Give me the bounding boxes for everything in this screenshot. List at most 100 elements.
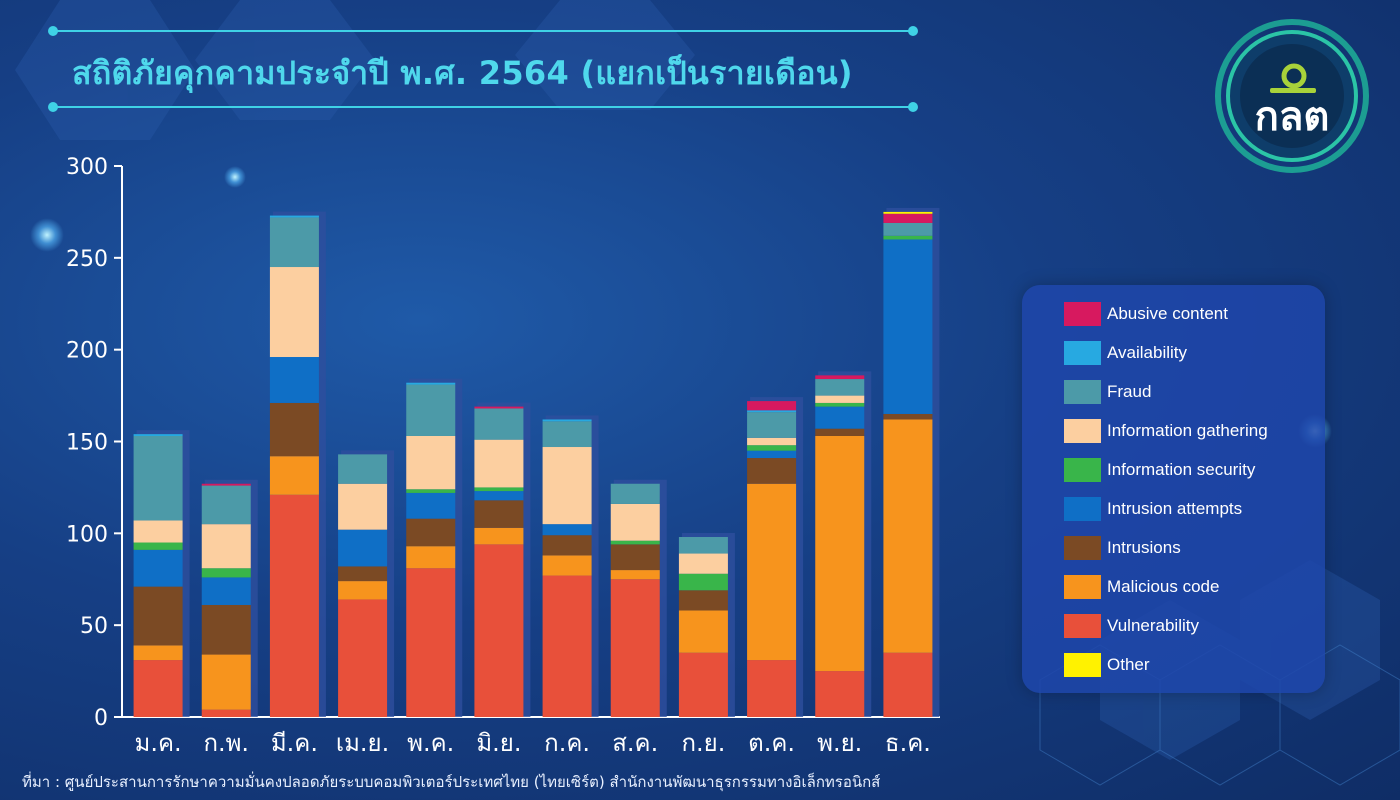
logo-mark-icon — [1281, 63, 1307, 89]
bar-segment — [269, 217, 319, 268]
legend-label: Information gathering — [1107, 421, 1268, 440]
bar-segment — [747, 437, 797, 446]
x-tick-label: พ.ค. — [407, 729, 454, 757]
bar-segment — [883, 413, 933, 420]
bar-segment — [747, 412, 797, 438]
bar-segment — [542, 575, 592, 717]
bar-segment — [406, 546, 456, 569]
bar-segment — [338, 566, 388, 582]
legend-swatch — [1064, 653, 1101, 677]
y-tick-label: 150 — [66, 431, 108, 456]
bar-segment — [542, 524, 592, 536]
bar-segment — [133, 434, 183, 436]
title-line-top — [54, 30, 912, 32]
x-tick-label: ก.ค. — [544, 729, 590, 757]
legend-label: Availability — [1107, 343, 1188, 362]
title-dot — [48, 26, 58, 36]
source-note: ที่มา : ศูนย์ประสานการรักษาความมั่นคงปลอ… — [22, 773, 881, 791]
bar-segment — [133, 645, 183, 661]
legend-item: Vulnerability — [1064, 614, 1199, 638]
bar-segment — [201, 483, 251, 486]
bar-segment — [474, 487, 524, 492]
bar-segment — [883, 211, 933, 214]
bar-segment — [747, 458, 797, 484]
chart-legend: Abusive content Availability Fraud Informat… — [1022, 285, 1325, 693]
bar-segment — [406, 492, 456, 519]
bar-segment — [883, 222, 933, 236]
title-dot — [908, 102, 918, 112]
bar-segment — [133, 542, 183, 550]
bar-segment — [815, 402, 865, 407]
legend-item: Information gathering — [1064, 419, 1268, 443]
legend-swatch — [1064, 536, 1101, 560]
bar-segment — [406, 435, 456, 490]
bar-segment — [883, 652, 933, 717]
legend-label: Information security — [1107, 460, 1256, 479]
bar-segment — [133, 549, 183, 587]
bar-segment — [883, 419, 933, 653]
bar-segment — [747, 450, 797, 459]
x-tick-label: มี.ค. — [271, 729, 318, 757]
legend-swatch — [1064, 614, 1101, 638]
bar-segment — [815, 435, 865, 672]
x-tick-label: พ.ย. — [817, 729, 862, 757]
bar-segment — [747, 483, 797, 661]
bar-segment — [815, 379, 865, 396]
bar-segment — [542, 555, 592, 576]
glow-dot — [30, 218, 64, 252]
logo-text: กลต — [1255, 94, 1330, 140]
y-tick-label: 200 — [66, 339, 108, 364]
sec-logo: กลต — [1215, 19, 1369, 173]
bar-segment — [610, 540, 660, 545]
title-dot — [908, 26, 918, 36]
bar-segment — [338, 454, 388, 484]
bar-segment — [474, 527, 524, 545]
x-tick-label: ธ.ค. — [885, 729, 931, 757]
bar-segment — [883, 239, 933, 414]
bar-segment — [542, 419, 592, 422]
bar-segment — [406, 384, 456, 436]
bar-segment — [678, 573, 728, 591]
bar-segment — [133, 660, 183, 717]
x-tick-label: ส.ค. — [612, 729, 658, 757]
bar-segment — [610, 579, 660, 717]
legend-swatch — [1064, 575, 1101, 599]
y-tick-label: 50 — [80, 614, 108, 639]
legend-item: Fraud — [1064, 380, 1151, 404]
legend-label: Intrusion attempts — [1107, 499, 1243, 518]
legend-swatch — [1064, 302, 1101, 326]
legend-item: Other — [1064, 653, 1150, 677]
bar-segment — [201, 485, 251, 525]
bar-segment — [269, 357, 319, 403]
bar-segment — [406, 518, 456, 547]
bar-segment — [747, 410, 797, 413]
bar-segment — [338, 529, 388, 567]
bar-segment — [133, 586, 183, 646]
bar-segment — [269, 402, 319, 457]
bar-segment — [269, 267, 319, 358]
bar-segment — [269, 494, 319, 717]
bar-segment — [542, 447, 592, 525]
bar-segment — [474, 439, 524, 488]
bar-segment — [610, 544, 660, 571]
x-tick-label: ม.ค. — [135, 729, 182, 757]
legend-swatch — [1064, 458, 1101, 482]
bar-segment — [678, 590, 728, 611]
y-tick-label: 100 — [66, 522, 108, 547]
bar-segment — [747, 445, 797, 451]
y-tick-label: 250 — [66, 247, 108, 272]
legend-swatch — [1064, 380, 1101, 404]
x-tick-label: ก.ย. — [681, 729, 725, 757]
legend-item: Intrusions — [1064, 536, 1181, 560]
bar-segment — [610, 570, 660, 580]
stacked-bar-chart: 0 50 100 150 200 250 300 ม.ค. ก.พ. มี.ค. เม.ย. พ.ค.… — [66, 207, 940, 757]
bar-segment — [747, 660, 797, 717]
bar-segment — [815, 671, 865, 717]
chart-title-banner: สถิติภัยคุกคามประจำปี พ.ศ. 2564 (แยกเป็น… — [48, 24, 918, 112]
bar-segment — [883, 235, 933, 240]
legend-item: Malicious code — [1064, 575, 1219, 599]
bar-segment — [201, 577, 251, 605]
bar-segment — [678, 652, 728, 717]
bar-segment — [474, 408, 524, 440]
bar-segment — [201, 709, 251, 717]
